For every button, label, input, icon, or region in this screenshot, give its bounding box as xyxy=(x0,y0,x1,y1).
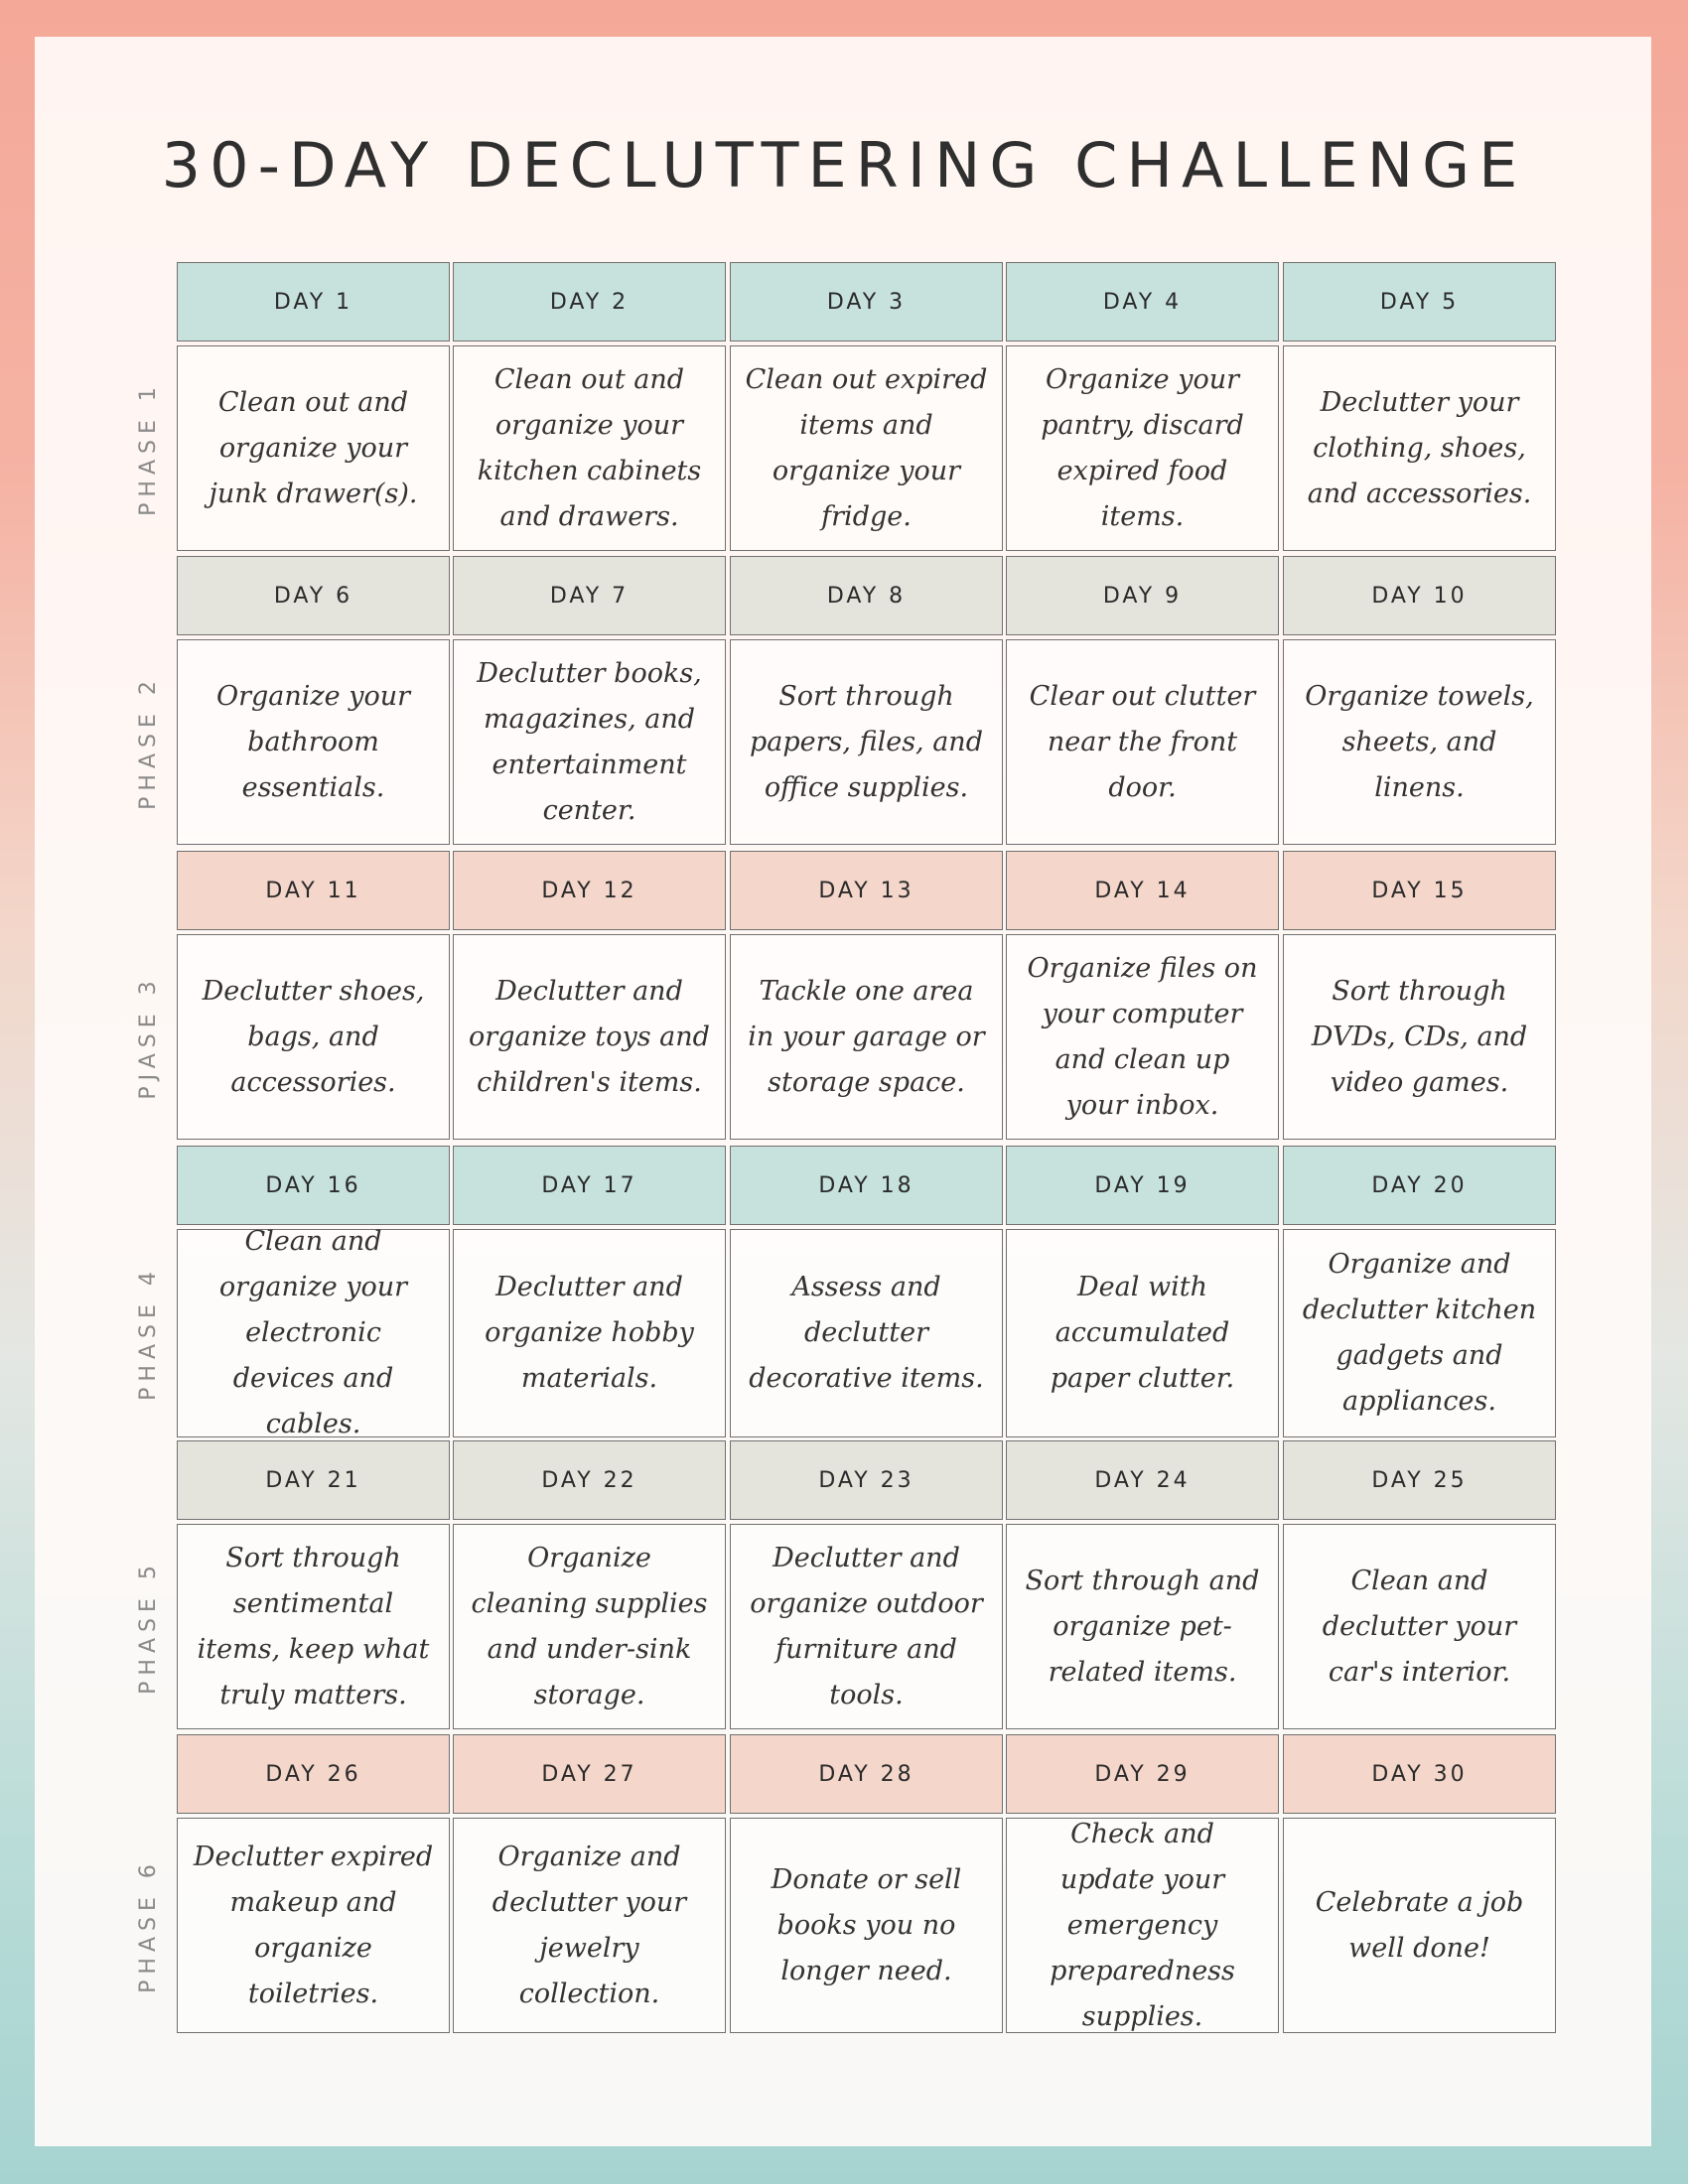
day-header: DAY 1 xyxy=(177,262,450,341)
day-task: Sort through sentimental items, keep wha… xyxy=(177,1524,450,1729)
day-task: Organize and declutter kitchen gadgets a… xyxy=(1283,1229,1556,1437)
day-task: Donate or sell books you no longer need. xyxy=(730,1818,1003,2033)
day-header: DAY 21 xyxy=(177,1440,450,1520)
day-header: DAY 25 xyxy=(1283,1440,1556,1520)
day-task: Clean out and organize your kitchen cabi… xyxy=(453,345,726,551)
day-header: DAY 5 xyxy=(1283,262,1556,341)
day-task: Organize towels, sheets, and linens. xyxy=(1283,639,1556,845)
day-task: Organize your pantry, discard expired fo… xyxy=(1006,345,1279,551)
phase-label: PHASE 4 xyxy=(136,1266,161,1401)
phase-label: PJASE 3 xyxy=(136,974,161,1100)
day-task: Organize cleaning supplies and under-sin… xyxy=(453,1524,726,1729)
day-task: Deal with accumulated paper clutter. xyxy=(1006,1229,1279,1437)
phase-label: PHASE 5 xyxy=(136,1559,161,1695)
day-task: Declutter and organize hobby materials. xyxy=(453,1229,726,1437)
day-header: DAY 17 xyxy=(453,1146,726,1225)
day-task: Declutter shoes, bags, and accessories. xyxy=(177,934,450,1140)
day-header: DAY 28 xyxy=(730,1734,1003,1814)
day-task: Clean out and organize your junk drawer(… xyxy=(177,345,450,551)
day-task: Check and update your emergency prepared… xyxy=(1006,1818,1279,2033)
day-header: DAY 22 xyxy=(453,1440,726,1520)
day-task: Declutter expired makeup and organize to… xyxy=(177,1818,450,2033)
day-task: Clean out expired items and organize you… xyxy=(730,345,1003,551)
day-header: DAY 6 xyxy=(177,556,450,635)
day-header: DAY 10 xyxy=(1283,556,1556,635)
day-task: Clear out clutter near the front door. xyxy=(1006,639,1279,845)
day-header: DAY 18 xyxy=(730,1146,1003,1225)
day-header: DAY 11 xyxy=(177,851,450,930)
day-header: DAY 12 xyxy=(453,851,726,930)
day-task: Organize files on your computer and clea… xyxy=(1006,934,1279,1140)
day-header: DAY 3 xyxy=(730,262,1003,341)
day-task: Organize your bathroom essentials. xyxy=(177,639,450,845)
day-task: Declutter and organize toys and children… xyxy=(453,934,726,1140)
phase-label: PHASE 6 xyxy=(136,1857,161,1993)
day-task: Declutter and organize outdoor furniture… xyxy=(730,1524,1003,1729)
day-header: DAY 20 xyxy=(1283,1146,1556,1225)
day-task: Sort through DVDs, CDs, and video games. xyxy=(1283,934,1556,1140)
day-header: DAY 2 xyxy=(453,262,726,341)
day-header: DAY 16 xyxy=(177,1146,450,1225)
day-task: Clean and declutter your car's interior. xyxy=(1283,1524,1556,1729)
day-task: Sort through and organize pet-related it… xyxy=(1006,1524,1279,1729)
day-task: Organize and declutter your jewelry coll… xyxy=(453,1818,726,2033)
day-task: Sort through papers, files, and office s… xyxy=(730,639,1003,845)
day-header: DAY 8 xyxy=(730,556,1003,635)
day-header: DAY 23 xyxy=(730,1440,1003,1520)
day-task: Assess and declutter decorative items. xyxy=(730,1229,1003,1437)
page-title: 30-DAY DECLUTTERING CHALLENGE xyxy=(161,129,1527,202)
day-header: DAY 24 xyxy=(1006,1440,1279,1520)
phase-label: PHASE 2 xyxy=(136,674,161,810)
day-header: DAY 7 xyxy=(453,556,726,635)
day-header: DAY 27 xyxy=(453,1734,726,1814)
day-header: DAY 14 xyxy=(1006,851,1279,930)
day-header: DAY 19 xyxy=(1006,1146,1279,1225)
day-header: DAY 30 xyxy=(1283,1734,1556,1814)
day-task: Tackle one area in your garage or storag… xyxy=(730,934,1003,1140)
day-header: DAY 29 xyxy=(1006,1734,1279,1814)
day-header: DAY 4 xyxy=(1006,262,1279,341)
day-task: Celebrate a job well done! xyxy=(1283,1818,1556,2033)
day-header: DAY 9 xyxy=(1006,556,1279,635)
day-header: DAY 26 xyxy=(177,1734,450,1814)
day-task: Declutter books, magazines, and entertai… xyxy=(453,639,726,845)
day-task: Declutter your clothing, shoes, and acce… xyxy=(1283,345,1556,551)
day-task: Clean and organize your electronic devic… xyxy=(177,1226,450,1439)
day-header: DAY 13 xyxy=(730,851,1003,930)
day-header: DAY 15 xyxy=(1283,851,1556,930)
phase-label: PHASE 1 xyxy=(136,380,161,516)
